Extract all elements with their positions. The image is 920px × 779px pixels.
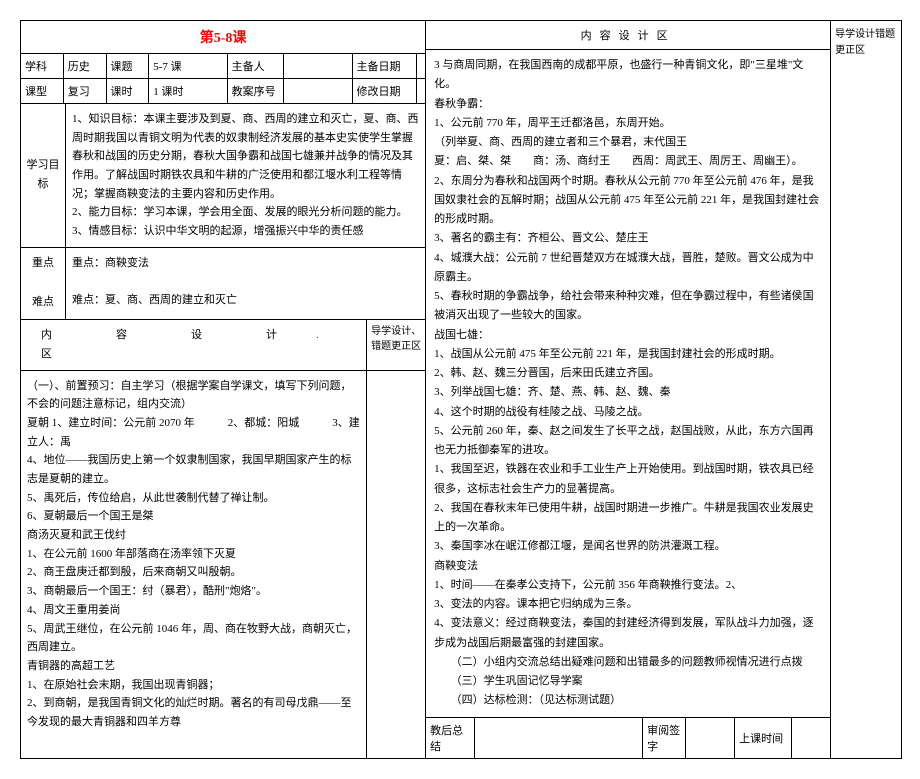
meta-label: 主备日期 bbox=[352, 54, 417, 79]
footer-table: 教后总结 审阅签字 上课时间 bbox=[426, 717, 830, 758]
meta-val: 5-7 课 bbox=[149, 54, 227, 79]
meta-label: 课时 bbox=[106, 79, 149, 104]
meta-label: 主备人 bbox=[227, 54, 284, 79]
footer-label: 上课时间 bbox=[735, 717, 792, 758]
lesson-title: 第5-8课 bbox=[21, 21, 425, 54]
footer-val bbox=[475, 717, 643, 758]
footer-label: 审阅签字 bbox=[643, 717, 686, 758]
mid-column: 内容设计区 3 与商周同期，在我国西南的成都平原，也盛行一种青铜文化，即"三星堆… bbox=[426, 21, 831, 758]
meta-label: 教案序号 bbox=[227, 79, 284, 104]
meta-label: 学科 bbox=[21, 54, 63, 79]
meta-label: 课型 bbox=[21, 79, 63, 104]
meta-val: 历史 bbox=[63, 54, 106, 79]
right-column: 导学设计错题更正区 bbox=[831, 21, 901, 758]
focus-text: 重点：商鞅变法 难点：夏、商、西周的建立和灭亡 bbox=[66, 248, 425, 319]
meta-label: 课题 bbox=[106, 54, 149, 79]
meta-val bbox=[284, 79, 352, 104]
footer-val bbox=[792, 717, 831, 758]
meta-val bbox=[284, 54, 352, 79]
title-text: 第5-8课 bbox=[200, 31, 247, 46]
document-page: 第5-8课 学科 历史 课题 5-7 课 主备人 主备日期 课型 复习 课时 1… bbox=[20, 20, 902, 759]
right-label-text: 导学设计错题更正区 bbox=[831, 21, 901, 65]
meta-val: 复习 bbox=[63, 79, 106, 104]
meta-val bbox=[417, 54, 426, 79]
goals-label: 学习目标 bbox=[21, 104, 66, 247]
design-side-label: 导学设计、错题更正区 bbox=[366, 320, 425, 369]
mid-body-text: 3 与商周同期，在我国西南的成都平原，也盛行一种青铜文化，即"三星堆"文化。 春… bbox=[426, 50, 830, 717]
left-body-side bbox=[366, 371, 425, 758]
design-label: 内 容 设 计 . 区 bbox=[21, 320, 366, 369]
meta-table: 学科 历史 课题 5-7 课 主备人 主备日期 课型 复习 课时 1 课时 教案… bbox=[21, 54, 425, 104]
left-column: 第5-8课 学科 历史 课题 5-7 课 主备人 主备日期 课型 复习 课时 1… bbox=[21, 21, 426, 758]
mid-header: 内容设计区 bbox=[426, 21, 830, 50]
goals-text: 1、知识目标：本课主要涉及到夏、商、西周的建立和灭亡，夏、商、西周时期我国以青铜… bbox=[66, 104, 425, 247]
focus-row: 重点 难点 重点：商鞅变法 难点：夏、商、西周的建立和灭亡 bbox=[21, 248, 425, 320]
meta-val bbox=[417, 79, 426, 104]
meta-label: 修改日期 bbox=[352, 79, 417, 104]
left-body-row: （一）、前置预习：自主学习（根据学案自学课文，填写下列问题，不会的问题注意标记，… bbox=[21, 371, 425, 758]
goals-row: 学习目标 1、知识目标：本课主要涉及到夏、商、西周的建立和灭亡，夏、商、西周时期… bbox=[21, 104, 425, 248]
footer-val bbox=[686, 717, 735, 758]
left-body-text: （一）、前置预习：自主学习（根据学案自学课文，填写下列问题，不会的问题注意标记，… bbox=[21, 371, 366, 758]
footer-label: 教后总结 bbox=[426, 717, 475, 758]
design-header-row: 内 容 设 计 . 区 导学设计、错题更正区 bbox=[21, 320, 425, 370]
focus-label: 重点 难点 bbox=[21, 248, 66, 319]
meta-val: 1 课时 bbox=[149, 79, 227, 104]
